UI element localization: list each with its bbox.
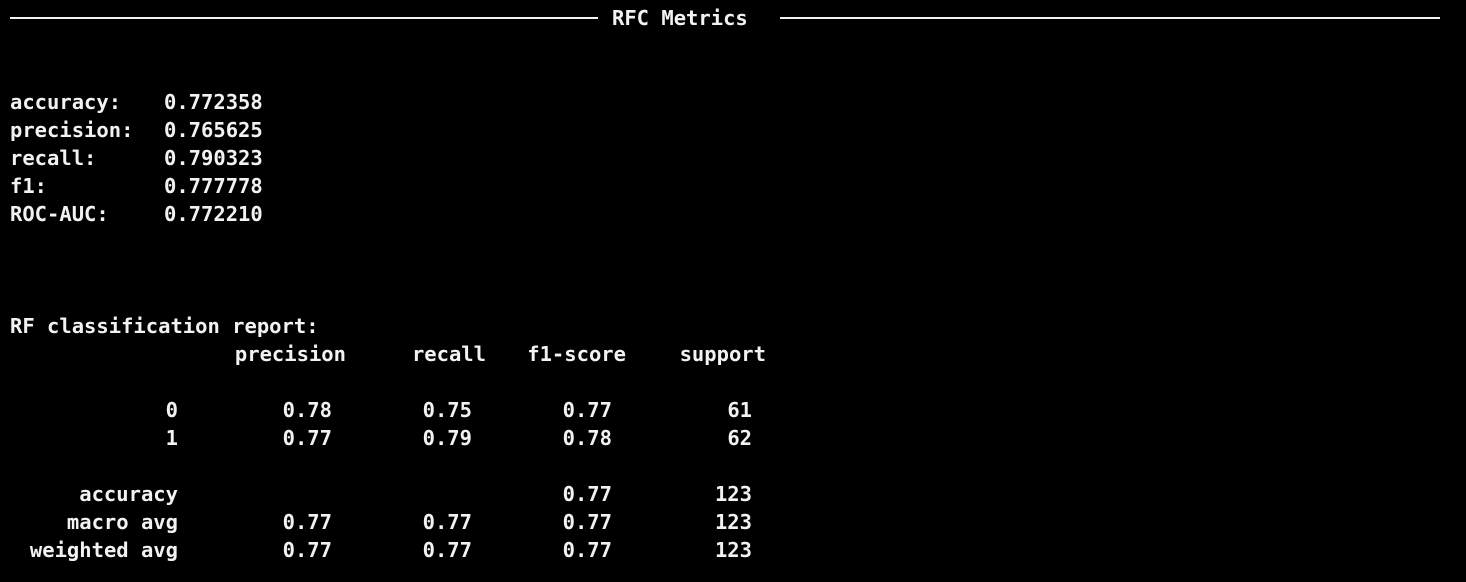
metric-label: f1:: [10, 174, 48, 198]
metric-label: recall:: [10, 146, 97, 170]
row-label: accuracy: [79, 482, 178, 506]
row-label: 1: [165, 426, 178, 450]
column-header-f1-score: f1-score: [527, 342, 626, 366]
header-title: RFC Metrics: [612, 6, 748, 30]
cell-precision: 0.77: [282, 538, 332, 562]
cell-f1: 0.77: [562, 482, 612, 506]
cell-recall: [340, 480, 472, 508]
metric-value: 0.765625: [164, 118, 263, 142]
cell-precision: 0.77: [282, 426, 332, 450]
cell-f1: 0.78: [562, 426, 612, 450]
metric-label: ROC-AUC:: [10, 202, 109, 226]
column-header-recall: recall: [411, 342, 486, 366]
cell-precision: [200, 480, 332, 508]
cell-support: 61: [727, 398, 752, 422]
report-title: RF classification report:: [10, 314, 319, 338]
cell-f1: 0.77: [562, 398, 612, 422]
header-rule-left: [10, 17, 598, 19]
cell-support: 123: [714, 510, 752, 534]
cell-recall: 0.77: [422, 538, 472, 562]
cell-precision: 0.77: [282, 510, 332, 534]
cell-recall: 0.79: [422, 426, 472, 450]
header-rule-right: [780, 17, 1440, 19]
cell-support: 123: [714, 538, 752, 562]
cell-support: 62: [727, 426, 752, 450]
row-label: weighted avg: [29, 538, 178, 562]
metric-label: accuracy:: [10, 90, 122, 114]
metric-value: 0.772358: [164, 90, 263, 114]
metric-value: 0.772210: [164, 202, 263, 226]
column-header-precision: precision: [234, 342, 346, 366]
cell-recall: 0.75: [422, 398, 472, 422]
column-header-support: support: [679, 342, 766, 366]
metric-label: precision:: [10, 118, 134, 142]
row-label: 0: [165, 398, 178, 422]
cell-support: 123: [714, 482, 752, 506]
metric-value: 0.790323: [164, 146, 263, 170]
cell-recall: 0.77: [422, 510, 472, 534]
metric-value: 0.777778: [164, 174, 263, 198]
row-label: macro avg: [66, 510, 178, 534]
cell-precision: 0.78: [282, 398, 332, 422]
cell-f1: 0.77: [562, 510, 612, 534]
cell-f1: 0.77: [562, 538, 612, 562]
